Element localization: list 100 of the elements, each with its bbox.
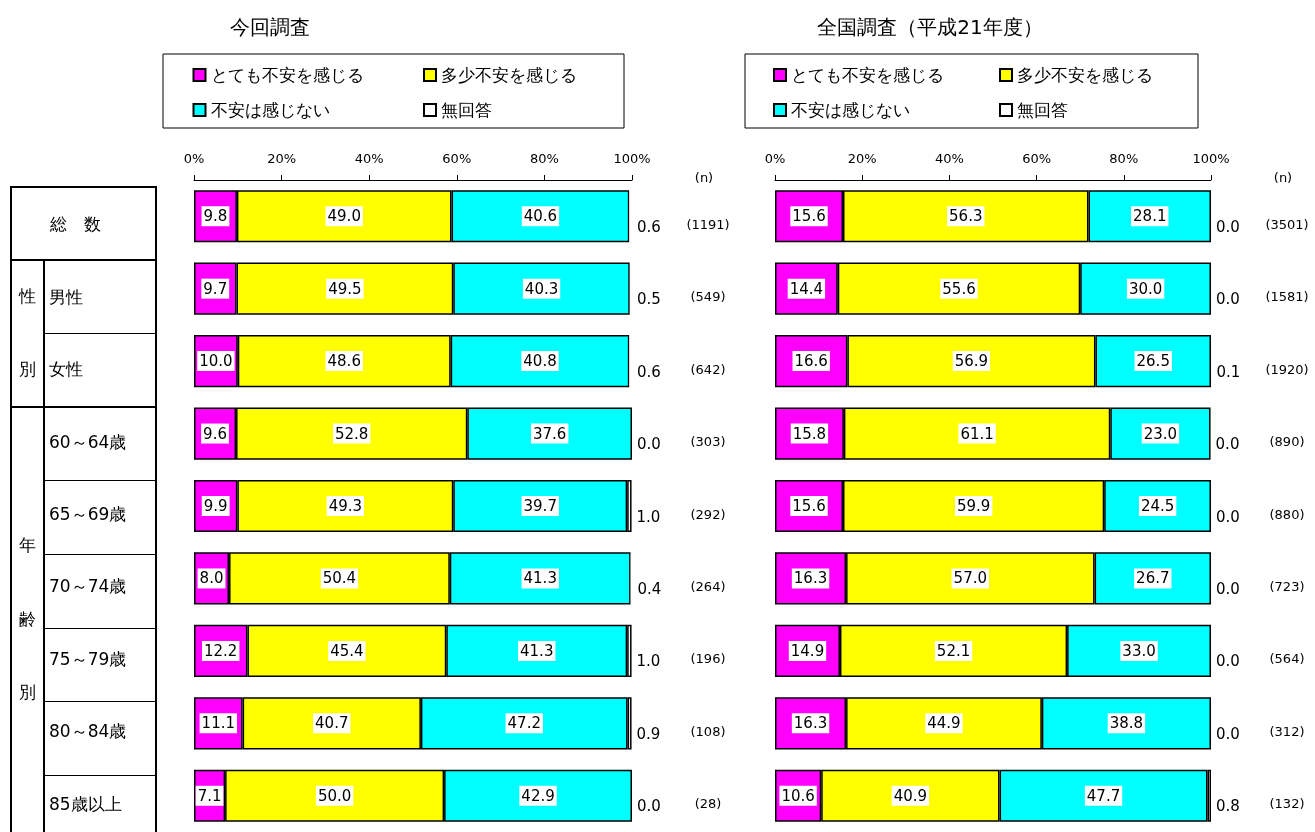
- data-label: 16.6: [794, 352, 828, 371]
- data-label: 33.0: [1122, 641, 1156, 660]
- text: (723): [1269, 578, 1305, 594]
- data-label: 26.5: [1136, 352, 1170, 371]
- data-label: 1.0: [636, 507, 661, 526]
- data-label: 49.3: [328, 497, 363, 515]
- data-label: 52.8: [334, 424, 369, 443]
- x-tick-label: 60%: [1022, 151, 1052, 166]
- data-label: 0.4: [637, 579, 662, 598]
- data-label: 40.9: [893, 786, 928, 805]
- y-tick-label: 男性: [49, 286, 83, 307]
- data-label: 10.6: [781, 786, 815, 805]
- y-tick-label: 総 数: [48, 214, 101, 235]
- data-label: 38.8: [1109, 714, 1144, 733]
- data-label: 0.8: [1216, 797, 1240, 816]
- data-label: 0.0: [1216, 217, 1240, 236]
- text: 性別: [18, 285, 36, 380]
- data-label: 0.6: [637, 362, 661, 381]
- text: (549): [690, 289, 726, 305]
- data-label: 50.0: [317, 786, 352, 805]
- chart-title: 全国調査（平成21年度）: [817, 15, 1043, 39]
- data-label: 0.0: [1216, 290, 1240, 309]
- data-label: 56.3: [949, 207, 983, 226]
- y-tick-label: 70～74歳: [49, 576, 127, 597]
- data-label: 44.9: [927, 714, 961, 733]
- x-tick-label: 20%: [267, 151, 297, 166]
- data-label: 0.1: [1216, 362, 1241, 381]
- data-label: 61.1: [960, 424, 994, 443]
- x-tick-label: 40%: [934, 151, 964, 166]
- y-tick-label: 85歳以上: [49, 793, 122, 814]
- text: (1191): [686, 216, 730, 232]
- data-label: 0.6: [637, 217, 661, 236]
- legend-label: 多少不安を感じる: [441, 65, 577, 85]
- data-label: 9.8: [203, 207, 228, 226]
- data-label: 42.9: [521, 786, 555, 805]
- data-label: 12.2: [204, 641, 238, 660]
- data-label: 55.6: [942, 279, 976, 298]
- legend-label: とても不安を感じる: [210, 65, 364, 85]
- data-label: 0.0: [1216, 724, 1240, 743]
- x-tick-label: 80%: [529, 151, 559, 166]
- data-label: 11.1: [201, 714, 236, 733]
- text: (3501): [1265, 216, 1309, 232]
- legend-label: 多少不安を感じる: [1017, 65, 1153, 85]
- data-label: 59.9: [956, 497, 991, 515]
- y-tick-label: 女性: [49, 359, 83, 380]
- data-label: 9.7: [203, 279, 228, 298]
- data-label: 0.0: [1215, 435, 1240, 454]
- legend-label: 無回答: [441, 100, 492, 120]
- chart-title: 今回調査: [230, 15, 310, 39]
- data-label: 15.8: [792, 424, 827, 443]
- x-tick-label: 100%: [1192, 151, 1230, 166]
- data-label: 9.9: [203, 497, 228, 515]
- text: (292): [690, 506, 726, 522]
- text: 年齢別: [18, 535, 36, 703]
- data-label: 28.1: [1133, 207, 1167, 226]
- data-label: 47.2: [507, 714, 541, 733]
- y-tick-label: 80～84歳: [49, 721, 127, 742]
- text: (108): [690, 723, 726, 739]
- text: (132): [1269, 796, 1305, 812]
- data-label: 41.3: [520, 641, 554, 660]
- y-tick-label: 75～79歳: [49, 648, 127, 669]
- y-tick-label: 60～64歳: [49, 431, 127, 452]
- data-label: 45.4: [330, 641, 364, 660]
- data-label: 39.7: [523, 497, 557, 515]
- data-label: 1.0: [636, 652, 661, 671]
- data-label: 50.4: [322, 569, 357, 588]
- text: (28): [694, 796, 722, 812]
- data-label: 40.3: [524, 279, 559, 298]
- data-label: 14.9: [790, 641, 825, 660]
- text: (312): [1269, 723, 1305, 739]
- data-label: 47.7: [1086, 786, 1121, 805]
- x-tick-label: 20%: [847, 151, 877, 166]
- data-label: 41.3: [523, 569, 557, 588]
- x-tick-label: 100%: [613, 151, 651, 166]
- legend-label: 不安は感じない: [210, 100, 330, 120]
- data-label: 40.8: [523, 352, 557, 371]
- data-label: 0.0: [637, 797, 661, 816]
- text: (880): [1269, 506, 1305, 522]
- data-label: 23.0: [1143, 424, 1178, 443]
- data-label: 0.0: [1216, 507, 1240, 526]
- data-label: 56.9: [954, 352, 989, 371]
- text: (642): [690, 361, 726, 377]
- data-label: 48.6: [327, 352, 361, 371]
- data-label: 9.6: [203, 424, 227, 443]
- data-label: 0.0: [1216, 652, 1240, 671]
- data-label: 0.0: [637, 435, 661, 454]
- data-label: 14.4: [789, 279, 824, 298]
- data-label: 37.6: [532, 424, 567, 443]
- text: (564): [1269, 651, 1305, 667]
- data-label: 40.7: [315, 714, 349, 733]
- text: (n): [1273, 169, 1293, 185]
- data-label: 0.0: [1216, 579, 1240, 598]
- text: (264): [690, 578, 726, 594]
- x-tick-label: 0%: [764, 151, 786, 166]
- text: (196): [690, 651, 726, 667]
- x-tick-label: 40%: [354, 151, 384, 166]
- data-label: 7.1: [197, 786, 222, 805]
- legend-label: 不安は感じない: [791, 100, 910, 120]
- data-label: 0.5: [637, 290, 661, 309]
- x-tick-label: 0%: [183, 151, 205, 166]
